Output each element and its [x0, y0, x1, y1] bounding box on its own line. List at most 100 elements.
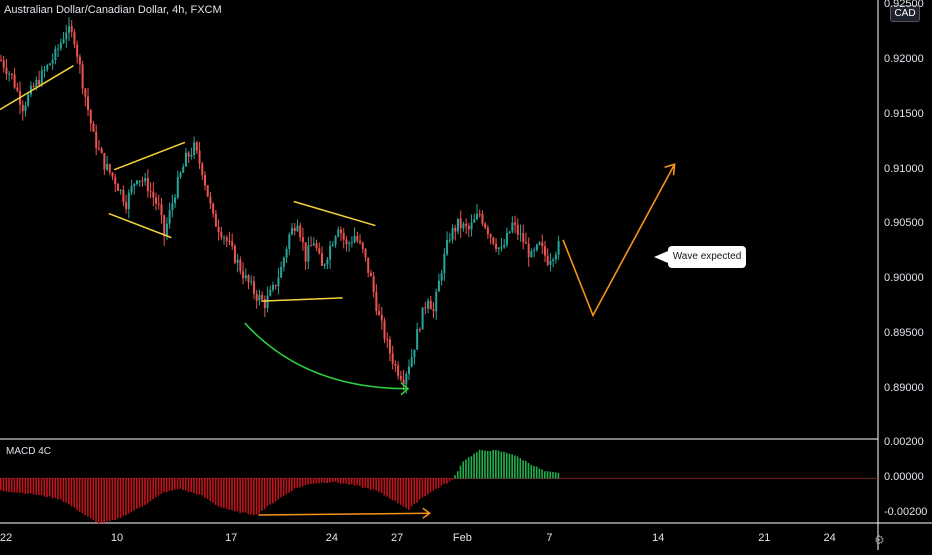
macd-bar — [429, 478, 432, 493]
candle-body — [424, 307, 427, 309]
macd-bar — [193, 478, 195, 494]
macd-bar — [165, 478, 168, 493]
candle-body — [108, 164, 111, 173]
candle-body — [432, 309, 435, 312]
currency-badge[interactable]: CAD — [890, 5, 920, 22]
candle-body — [323, 264, 326, 266]
wave-callout[interactable]: Wave expected — [668, 246, 746, 268]
macd-bar — [424, 478, 426, 497]
macd-bar — [65, 478, 67, 503]
macd-divergence-line — [258, 512, 430, 516]
macd-bar — [16, 478, 18, 493]
price-tick-label: 0.90000 — [884, 272, 924, 285]
macd-bar — [27, 478, 29, 494]
candle-body — [312, 243, 315, 246]
macd-bar — [81, 478, 84, 514]
macd-bar — [505, 452, 508, 479]
indicator-title[interactable]: MACD 4C — [6, 446, 52, 457]
macd-bar — [312, 478, 315, 484]
macd-bar — [35, 478, 37, 495]
macd-bar — [296, 478, 299, 488]
candle-body — [214, 213, 217, 227]
candle-body — [13, 74, 16, 88]
candle-body — [258, 295, 261, 301]
candle-body — [35, 79, 38, 87]
macd-bar — [446, 478, 448, 484]
macd-bar — [103, 478, 105, 523]
macd-bar — [250, 478, 252, 515]
candle-body — [84, 88, 87, 97]
candle-body — [315, 243, 318, 249]
time-tick-label: 10 — [110, 532, 124, 544]
macd-bar — [146, 478, 149, 504]
macd-bar — [465, 459, 467, 479]
macd-bar — [495, 449, 497, 479]
candle-body — [443, 253, 446, 274]
candle-body — [326, 259, 329, 265]
macd-bar — [125, 478, 127, 516]
candle-body — [514, 222, 517, 225]
macd-bar — [416, 478, 418, 503]
candle-body — [51, 60, 54, 64]
macd-bar — [342, 478, 345, 484]
candle-body — [242, 271, 245, 279]
macd-bar — [242, 478, 244, 513]
macd-bar — [174, 478, 176, 490]
macd-bar — [459, 465, 462, 479]
macd-bar — [122, 478, 124, 516]
macd-bar — [48, 478, 51, 497]
macd-bar — [119, 478, 122, 518]
candle-body — [495, 243, 498, 249]
candle-body — [508, 231, 511, 233]
macd-bar — [454, 475, 456, 479]
candle-body — [184, 152, 187, 167]
macd-bar — [448, 478, 451, 482]
macd-bar — [269, 478, 271, 505]
time-tick-label: 7 — [546, 532, 553, 544]
candle-body — [165, 223, 168, 237]
macd-bar — [127, 478, 130, 514]
macd-bar — [0, 478, 2, 491]
macd-bar — [217, 478, 220, 507]
candle-body — [299, 225, 302, 238]
candle-body — [152, 191, 155, 198]
price-tick-label: 0.89000 — [884, 381, 924, 394]
settings-icon[interactable]: ⚙ — [874, 533, 885, 547]
chart-title: Australian Dollar/Canadian Dollar, 4h, F… — [4, 4, 222, 16]
macd-bar — [195, 478, 198, 495]
macd-bar — [500, 451, 503, 479]
macd-bar — [32, 478, 35, 495]
macd-bar — [315, 478, 318, 484]
candle-body — [291, 227, 294, 235]
candle-body — [386, 339, 389, 341]
candle-body — [310, 245, 313, 247]
candle-body — [220, 232, 223, 238]
candle-body — [127, 192, 130, 210]
candle-body — [301, 237, 304, 243]
candle-body — [399, 375, 402, 380]
macd-bar — [57, 478, 59, 500]
trendline-range-top — [293, 200, 376, 227]
arc-arrowhead — [400, 382, 410, 396]
macd-bar — [198, 478, 201, 495]
macd-bar — [19, 478, 21, 493]
macd-bar — [301, 478, 304, 487]
candle-body — [293, 227, 296, 232]
macd-bar — [62, 478, 65, 502]
candle-body — [255, 293, 258, 301]
candle-body — [187, 152, 190, 157]
macd-bar — [329, 478, 331, 483]
candle-body — [383, 320, 386, 340]
macd-bar — [209, 478, 212, 502]
macd-bar — [359, 478, 361, 487]
candle-body — [160, 204, 163, 216]
macd-bar — [375, 478, 377, 491]
candle-body — [81, 64, 84, 89]
macd-bar — [320, 478, 323, 483]
candle-body — [217, 226, 220, 233]
candle-body — [451, 227, 454, 240]
candle-body — [223, 237, 226, 239]
macd-bar — [206, 478, 209, 499]
